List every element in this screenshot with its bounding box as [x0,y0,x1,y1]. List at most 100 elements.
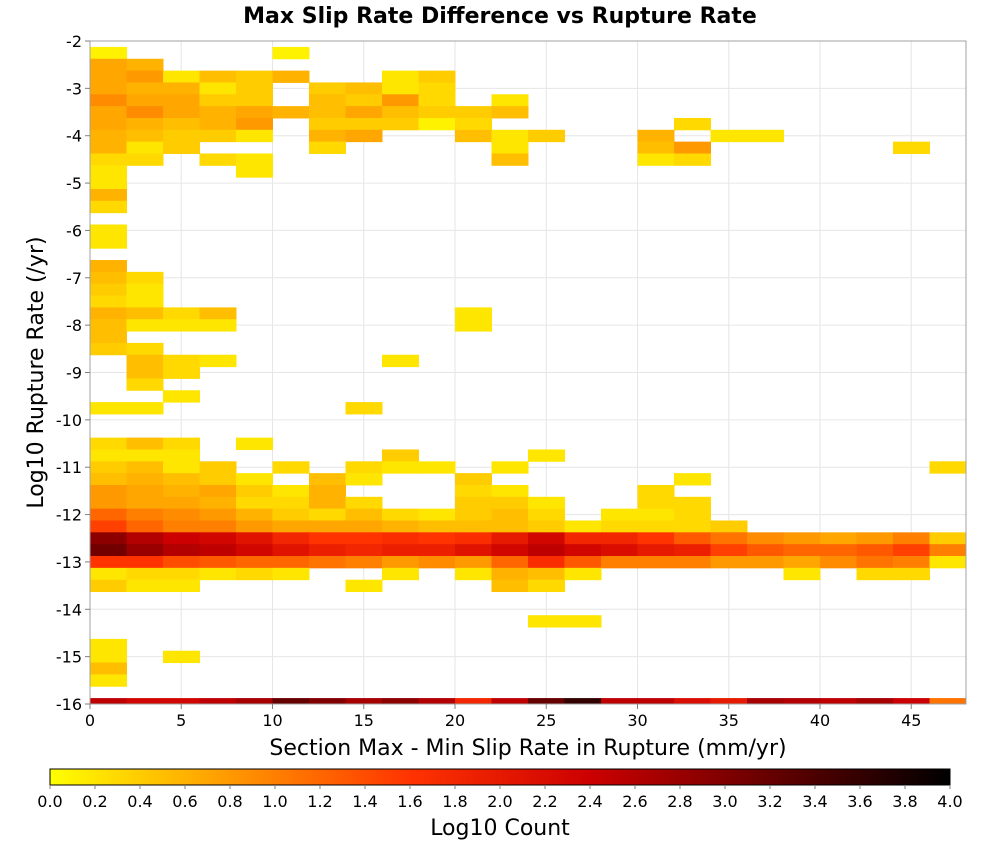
y-axis-ticks: -2 -3 -4 -5 -6 -7 -8 -9 -10 -11 -12 -13 -14 -15 -16 [56,32,90,714]
heatmap-cell [163,544,200,557]
colorbar-tick-label: 2.6 [622,792,647,811]
heatmap-cell [163,520,200,533]
heatmap-cell [272,556,310,569]
heatmap-cell [418,556,456,569]
heatmap-cell [309,94,346,107]
heatmap-cell [418,520,456,533]
heatmap-cell [90,236,127,249]
x-tick-label: 15 [354,711,374,730]
heatmap-cell [90,319,127,332]
heatmap-cell [236,496,273,510]
heatmap-cell [90,141,127,154]
heatmap-cell [236,698,273,705]
heatmap-cell [418,106,456,119]
heatmap-cell [856,556,894,569]
heatmap-cell [90,437,127,450]
heatmap-cell [90,674,127,687]
heatmap-cell [491,106,529,119]
heatmap-cell [126,402,164,415]
heatmap-cell [236,82,273,95]
x-tick-label: 0 [85,711,95,730]
heatmap-cell [637,520,675,533]
y-tick-label: -13 [56,553,82,572]
heatmap-cell [199,117,237,131]
heatmap-cell [199,319,237,332]
y-tick-label: -10 [56,411,82,430]
heatmap-cell [199,698,237,705]
heatmap-cell [272,544,310,557]
heatmap-cell [491,567,529,581]
heatmap-cell [126,94,164,107]
heatmap-cell [637,556,675,569]
heatmap-cell [528,556,565,569]
heatmap-cell [199,461,237,474]
heatmap-cell [272,532,310,545]
heatmap-cell [236,567,273,581]
heatmap-cell [163,70,200,83]
heatmap-cell [236,437,273,450]
x-tick-label: 30 [627,711,647,730]
heatmap-cell [455,319,492,332]
heatmap-cell [90,295,127,308]
heatmap-cell [90,165,127,178]
heatmap-cell [90,556,127,569]
heatmap-cell [236,117,273,131]
heatmap-cell [90,461,127,474]
colorbar-tick-label: 1.4 [352,792,377,811]
heatmap-cell [345,544,383,557]
heatmap-cell [90,153,127,166]
heatmap-cell [126,544,164,557]
heatmap-cell [382,354,419,368]
heatmap-cell [126,117,164,131]
heatmap-cell [674,556,711,569]
heatmap-cell [199,508,237,521]
heatmap-cell [90,579,127,593]
heatmap-cell [236,544,273,557]
heatmap-cell [382,70,419,83]
heatmap-cell [199,94,237,107]
heatmap-cell [199,106,237,119]
heatmap-cell [637,496,675,510]
heatmap-cell [418,532,456,545]
heatmap-cell [893,556,930,569]
heatmap-cell [163,650,200,664]
heatmap-cell [309,129,346,143]
heatmap-cell [163,319,200,332]
heatmap-cell [491,579,529,593]
x-axis-label: Section Max - Min Slip Rate in Rupture (… [269,736,786,761]
heatmap-cell [90,484,127,498]
heatmap-cell [491,153,529,166]
y-axis-label: Log10 Rupture Rate (/yr) [24,236,49,508]
heatmap-cell [90,662,127,675]
heatmap-cell [528,520,565,533]
colorbar-tick-label: 3.6 [847,792,872,811]
heatmap-cell [90,177,127,190]
heatmap-cell [418,698,456,705]
heatmap-cell [710,698,748,705]
heatmap-cell [163,473,200,486]
heatmap-cell [126,271,164,285]
colorbar-tick-label: 3.8 [892,792,917,811]
heatmap-cell [455,129,492,143]
heatmap-cell [564,520,602,533]
heatmap-cell [126,473,164,486]
heatmap-cell [382,508,419,521]
heatmap-cell [90,260,127,273]
heatmap-cell [163,532,200,545]
heatmap-cell [126,307,164,320]
colorbar-ticks: 0.0 0.2 0.4 0.6 0.8 1.0 1.2 1.4 1.6 1.8 2.0 2.2 2.4 2… [37,785,963,811]
y-tick-label: -7 [66,269,82,288]
colorbar-tick-label: 1.0 [262,792,287,811]
heatmap-cell [126,698,164,705]
colorbar-tick-label: 0.0 [37,792,62,811]
y-tick-label: -9 [66,364,82,383]
colorbar-tick-label: 1.6 [397,792,422,811]
heatmap-cell [528,449,565,462]
heatmap-cell [345,496,383,510]
heatmap-cell [90,544,127,557]
heatmap-cell [929,698,967,705]
x-tick-label: 5 [176,711,186,730]
heatmap-cell [637,129,675,143]
heatmap-cell [272,106,310,119]
heatmap-cell [601,556,638,569]
